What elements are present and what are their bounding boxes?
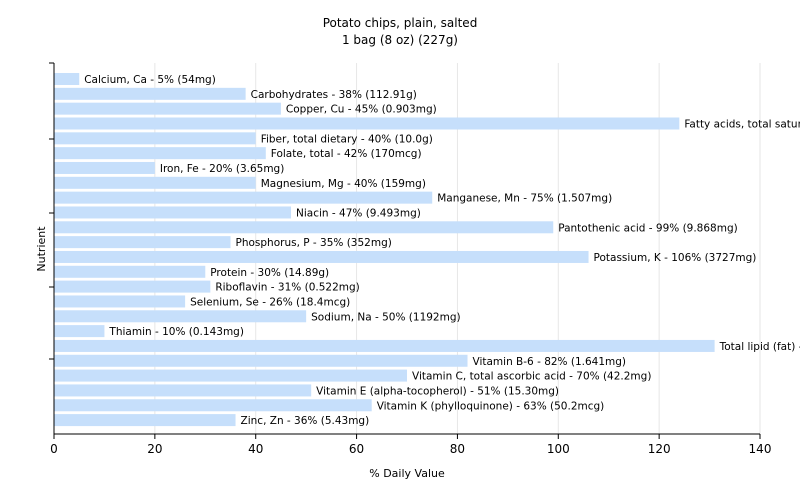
bar-label: Thiamin - 10% (0.143mg) — [108, 326, 244, 338]
bar — [54, 280, 211, 293]
bar — [54, 176, 256, 189]
bar-label: Calcium, Ca - 5% (54mg) — [84, 74, 216, 86]
bar — [54, 295, 186, 308]
bar — [54, 250, 589, 263]
bar — [54, 102, 281, 115]
bar — [54, 399, 372, 412]
x-tick-label: 140 — [749, 442, 772, 456]
y-axis-label: Nutrient — [35, 226, 48, 272]
x-tick-label: 100 — [547, 442, 570, 456]
bar — [54, 414, 236, 427]
bar — [54, 310, 307, 323]
bar-label: Manganese, Mn - 75% (1.507mg) — [437, 193, 612, 205]
chart-title: Potato chips, plain, salted — [323, 16, 478, 30]
bar-label: Vitamin C, total ascorbic acid - 70% (42… — [412, 371, 651, 383]
bar-label: Riboflavin - 31% (0.522mg) — [215, 282, 359, 294]
bar-label: Zinc, Zn - 36% (5.43mg) — [241, 415, 370, 427]
bar-label: Sodium, Na - 50% (1192mg) — [311, 311, 460, 323]
bar — [54, 354, 468, 367]
bars: Calcium, Ca - 5% (54mg) Carbohydrates - 3… — [54, 73, 800, 427]
axes — [53, 63, 760, 435]
bar-label: Total lipid (fat) - 131% (85.06g) — [719, 341, 800, 353]
bar — [54, 339, 715, 352]
bar — [54, 73, 80, 85]
bar — [54, 369, 407, 382]
x-tick-label: 40 — [248, 442, 263, 456]
bar-label: Carbohydrates - 38% (112.91g) — [251, 89, 417, 101]
bar-label: Pantothenic acid - 99% (9.868mg) — [558, 222, 737, 234]
bar-label: Selenium, Se - 26% (18.4mcg) — [190, 296, 350, 308]
bar — [54, 147, 266, 160]
bar — [54, 87, 246, 100]
chart-subtitle: 1 bag (8 oz) (227g) — [342, 33, 458, 47]
bar — [54, 206, 292, 219]
bar-label: Magnesium, Mg - 40% (159mg) — [261, 178, 426, 190]
bar-label: Niacin - 47% (9.493mg) — [296, 207, 421, 219]
bar-label: Folate, total - 42% (170mcg) — [271, 148, 422, 160]
bar-label: Vitamin K (phylloquinone) - 63% (50.2mcg… — [377, 400, 605, 412]
bar-label: Vitamin E (alpha-tocopherol) - 51% (15.3… — [316, 385, 559, 397]
bar-label: Phosphorus, P - 35% (352mg) — [236, 237, 392, 249]
x-tick-label: 20 — [147, 442, 162, 456]
bar-label: Protein - 30% (14.89g) — [210, 267, 329, 279]
bar — [54, 117, 680, 130]
bar-label: Vitamin B-6 - 82% (1.641mg) — [473, 356, 627, 368]
bar — [54, 325, 105, 338]
x-ticks: 0 20 40 60 80 100 120 140 — [49, 62, 772, 456]
x-axis-label: % Daily Value — [369, 467, 445, 480]
bar — [54, 132, 256, 145]
bar — [54, 221, 554, 234]
bar — [54, 161, 155, 174]
x-tick-label: 60 — [349, 442, 364, 456]
bar-label: Copper, Cu - 45% (0.903mg) — [286, 104, 437, 116]
bar — [54, 265, 206, 278]
bar-label: Fiber, total dietary - 40% (10.0g) — [261, 133, 433, 145]
bar-label: Iron, Fe - 20% (3.65mg) — [160, 163, 284, 175]
bar — [54, 384, 312, 397]
x-tick-label: 120 — [648, 442, 671, 456]
x-tick-label: 0 — [50, 442, 58, 456]
bar — [54, 191, 433, 204]
bar-label: Fatty acids, total saturated - 124% (24.… — [684, 118, 800, 130]
bar — [54, 236, 231, 249]
x-tick-label: 80 — [450, 442, 465, 456]
bar-label: Potassium, K - 106% (3727mg) — [594, 252, 757, 264]
